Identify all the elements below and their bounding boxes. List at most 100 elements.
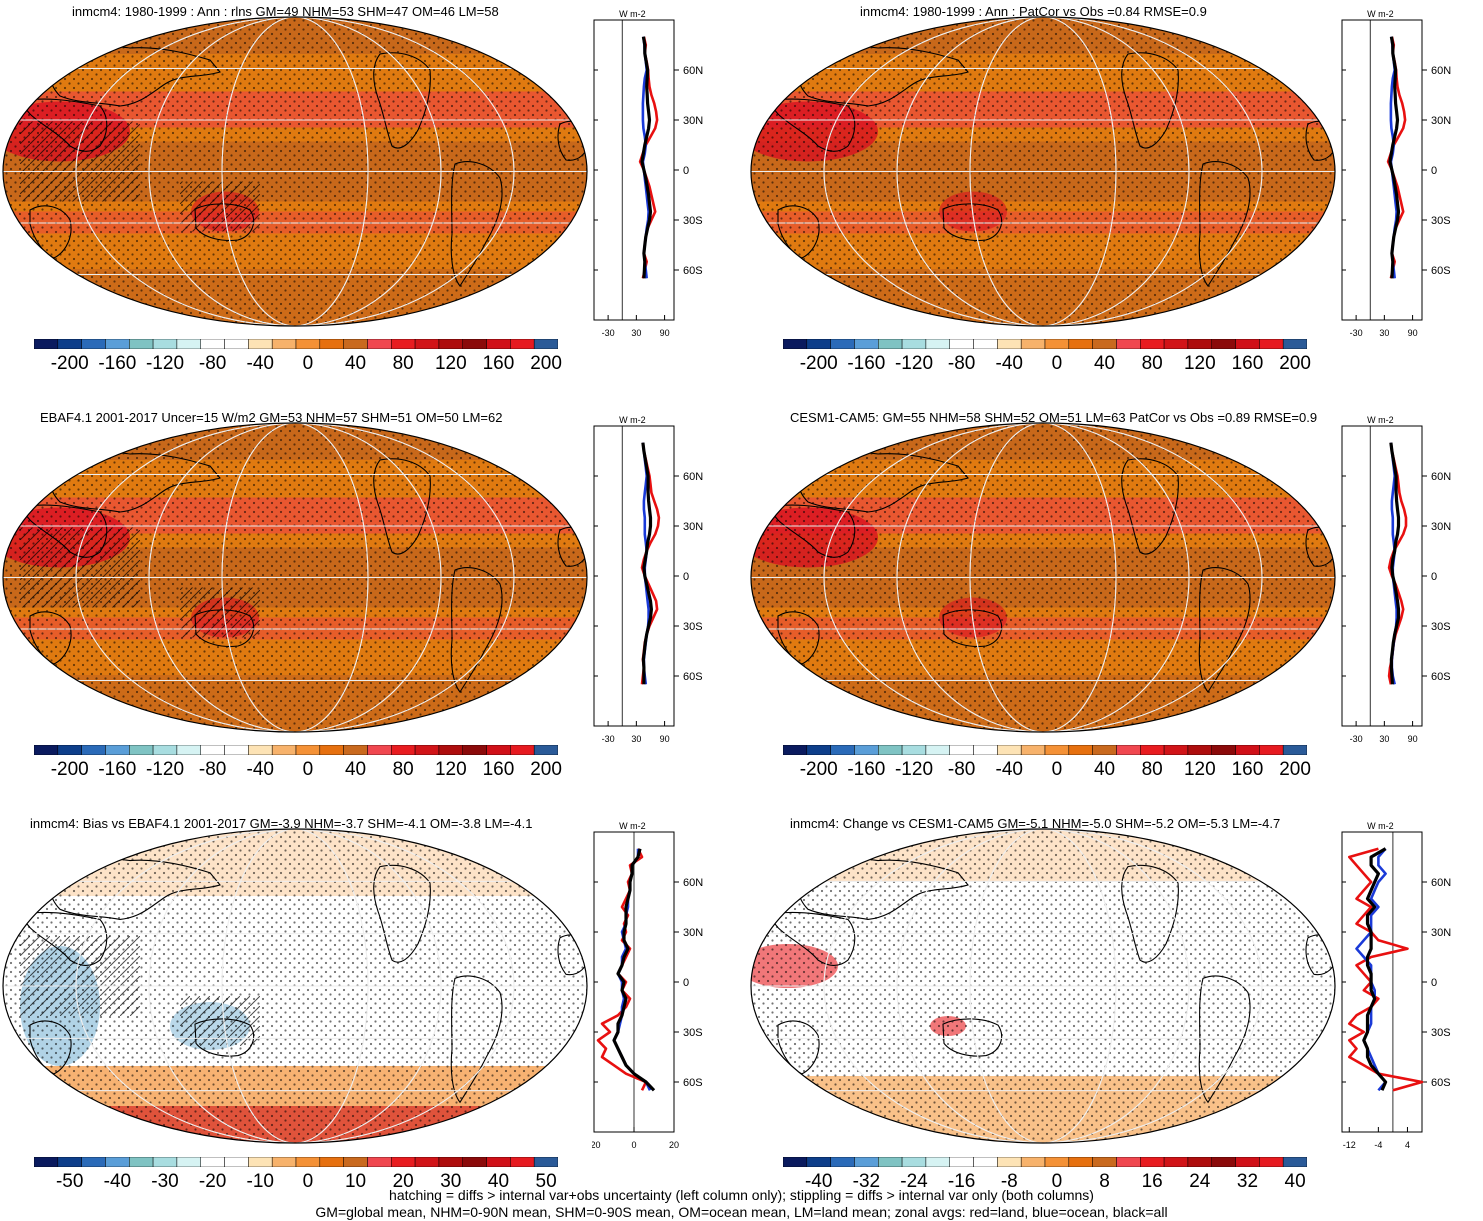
colorbar-swatch	[414, 1157, 440, 1167]
footnote-line-1: hatching = diffs > internal var+obs unce…	[389, 1187, 1094, 1203]
map-outline	[2, 16, 588, 327]
unit-label: W m-2	[619, 821, 646, 831]
colorbar-tick-label: 160	[1231, 353, 1264, 374]
map-title: inmcm4: 1980-1999 : Ann : rlns GM=49 NHM…	[72, 4, 499, 19]
colorbar	[34, 745, 558, 755]
colorbar-swatch	[295, 745, 321, 755]
colorbar-swatch	[949, 339, 974, 349]
colorbar-swatch	[510, 1157, 535, 1167]
unit-label: W m-2	[1367, 821, 1394, 831]
x-tick-label: 30	[631, 734, 641, 744]
colorbar-tick-label: 160	[1231, 759, 1264, 780]
x-tick-label: 90	[660, 734, 670, 744]
colorbar-swatch	[1140, 339, 1165, 349]
y-tick-label: 60N	[1431, 471, 1451, 483]
colorbar-swatch	[973, 745, 998, 755]
colorbar-swatch	[367, 1157, 392, 1167]
longitude-line	[148, 829, 442, 1143]
colorbar-tick-label: 10	[344, 1171, 367, 1192]
y-tick-label: 30S	[683, 1027, 703, 1039]
colorbar-tick-label: -160	[98, 759, 137, 780]
colorbar-swatch	[129, 745, 154, 755]
colorbar-swatch	[1163, 745, 1189, 755]
colorbar-swatch	[1235, 745, 1260, 755]
colorbar-swatch	[105, 1157, 130, 1167]
colorbar-swatch	[997, 745, 1022, 755]
longitude-line	[896, 17, 1190, 326]
robinson-map	[750, 16, 1336, 327]
y-tick-label: 30N	[1431, 521, 1451, 533]
colorbar-tick-label: -32	[852, 1171, 881, 1192]
colorbar-tick-label: 120	[1183, 759, 1216, 780]
colorbar-swatch	[997, 339, 1022, 349]
colorbar-swatch	[1282, 339, 1307, 349]
hatching	[180, 587, 260, 638]
colorbar-swatch	[295, 339, 321, 349]
longitude-line	[75, 17, 515, 326]
colorbar-tick-label: -200	[799, 353, 838, 374]
zonal-series-all	[612, 848, 656, 1092]
map-title: inmcm4: Change vs CESM1-CAM5 GM=-5.1 NHM…	[790, 816, 1281, 831]
colorbar-swatch	[1259, 339, 1284, 349]
zonal-mean-plot: W m-2 60N 30N 0 30S 60S -30 30 90	[1341, 415, 1451, 744]
colorbar-tick-label: -24	[900, 1171, 928, 1192]
unit-label: W m-2	[1367, 415, 1394, 425]
colorbar-tick-label: -40	[995, 353, 1023, 374]
y-tick-label: 60S	[683, 1077, 703, 1089]
map-outline	[750, 828, 1336, 1144]
colorbar	[34, 339, 558, 349]
colorbar-tick-label: 200	[530, 759, 562, 780]
colorbar-tick-label: 160	[482, 759, 515, 780]
colorbar-swatch	[34, 1157, 59, 1167]
colorbar-swatch	[486, 1157, 511, 1167]
colorbar-tick-label: -40	[246, 759, 274, 780]
colorbar-swatch	[533, 1157, 558, 1167]
longitude-line	[221, 423, 369, 732]
colorbar	[783, 1157, 1307, 1167]
x-tick-label: 20	[669, 1140, 679, 1150]
x-tick-label: -4	[1374, 1140, 1382, 1150]
colorbar-swatch	[57, 339, 82, 349]
colorbar-swatch	[854, 1157, 879, 1167]
colorbar-swatch	[1068, 1157, 1093, 1167]
colorbar-tick-label: 200	[1279, 759, 1311, 780]
y-tick-label: 0	[683, 571, 689, 583]
colorbar-swatch	[1235, 339, 1260, 349]
colorbar-swatch	[1020, 745, 1046, 755]
colorbar-swatch	[271, 1157, 297, 1167]
x-tick-label: 0	[631, 1140, 636, 1150]
colorbar-tick-label: 16	[1141, 1171, 1163, 1192]
colorbar-tick-label: 8	[1099, 1171, 1110, 1192]
zonal-mean-plot: W m-2 60N 30N 0 30S 60S -30 30 90	[593, 415, 703, 744]
y-tick-label: 30N	[683, 521, 703, 533]
y-tick-label: 30S	[1431, 215, 1451, 227]
colorbar-tick-label: 40	[1093, 759, 1116, 780]
colorbar-tick-label: -80	[947, 353, 976, 374]
colorbar-swatch	[1020, 339, 1046, 349]
map-title: inmcm4: 1980-1999 : Ann : PatCor vs Obs …	[860, 4, 1207, 19]
colorbar-tick-label: 120	[434, 353, 467, 374]
graticule	[3, 17, 587, 326]
colorbar-swatch	[224, 1157, 249, 1167]
colorbar-swatch	[1187, 339, 1212, 349]
y-tick-label: 30S	[683, 215, 703, 227]
colorbar-swatch	[319, 745, 344, 755]
colorbar-tick-label: 40	[1093, 353, 1116, 374]
y-tick-label: 60S	[683, 671, 703, 683]
footnote-line-2: GM=global mean, NHM=0-90N mean, SHM=0-90…	[315, 1204, 1168, 1220]
longitude-line	[896, 423, 1190, 732]
x-tick-label: -12	[1343, 1140, 1356, 1150]
colorbar-swatch	[462, 1157, 487, 1167]
colorbar-swatch	[1092, 745, 1117, 755]
x-tick-label: -30	[1350, 734, 1363, 744]
colorbar-tick-label: 160	[482, 353, 515, 374]
colorbar-swatch	[57, 745, 82, 755]
colorbar-swatch	[949, 1157, 974, 1167]
colorbar-swatch	[878, 745, 903, 755]
colorbar-tick-label: 0	[302, 759, 314, 780]
colorbar-swatch	[1163, 1157, 1189, 1167]
y-tick-label: 60S	[1431, 265, 1451, 277]
colorbar-swatch	[1140, 745, 1165, 755]
colorbar-swatch	[925, 745, 950, 755]
y-tick-label: 30S	[683, 621, 703, 633]
